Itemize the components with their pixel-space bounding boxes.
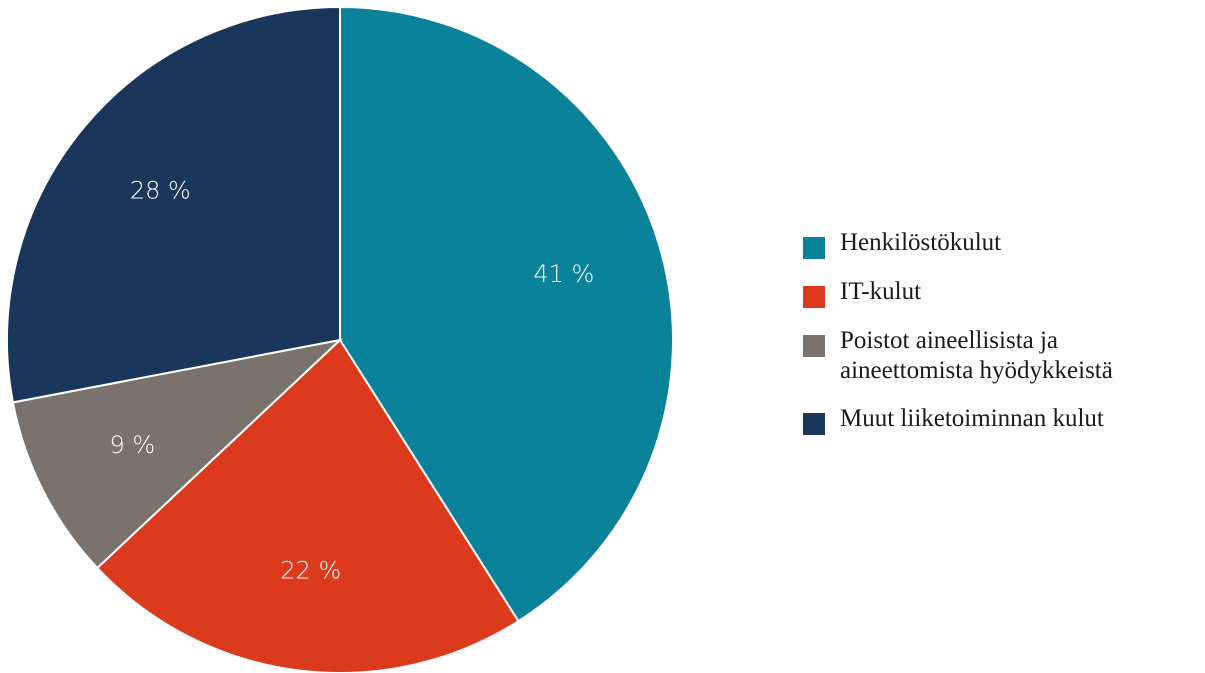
legend-swatch <box>803 286 825 308</box>
legend-item: Poistot aineellisista ja aineettomista h… <box>803 326 1113 386</box>
legend-item: Henkilöstökulut <box>803 228 1113 259</box>
legend-label: Poistot aineellisista ja aineettomista h… <box>840 327 1113 384</box>
legend-swatch <box>803 237 825 259</box>
legend-label: Henkilöstökulut <box>840 229 1002 256</box>
pie-slice <box>339 5 674 623</box>
data-label: 41 % <box>533 260 594 288</box>
data-label: 28 % <box>130 176 191 204</box>
legend-label: IT-kulut <box>840 278 922 305</box>
data-label: 22 % <box>280 556 341 584</box>
legend-swatch <box>803 335 825 357</box>
legend-item: IT-kulut <box>803 277 1113 308</box>
legend-item: Muut liiketoiminnan kulut <box>803 404 1113 435</box>
chart: 41 % 22 % 9 % 28 % <box>6 5 674 673</box>
pie-slice <box>6 5 341 404</box>
legend-swatch <box>803 413 825 435</box>
pie-slice <box>11 338 344 570</box>
pie-slice <box>95 338 520 673</box>
data-label: 9 % <box>109 431 155 459</box>
legend: Henkilöstökulut IT-kulut Poistot aineellis… <box>803 228 1113 453</box>
legend-label: Muut liiketoiminnan kulut <box>840 405 1104 432</box>
